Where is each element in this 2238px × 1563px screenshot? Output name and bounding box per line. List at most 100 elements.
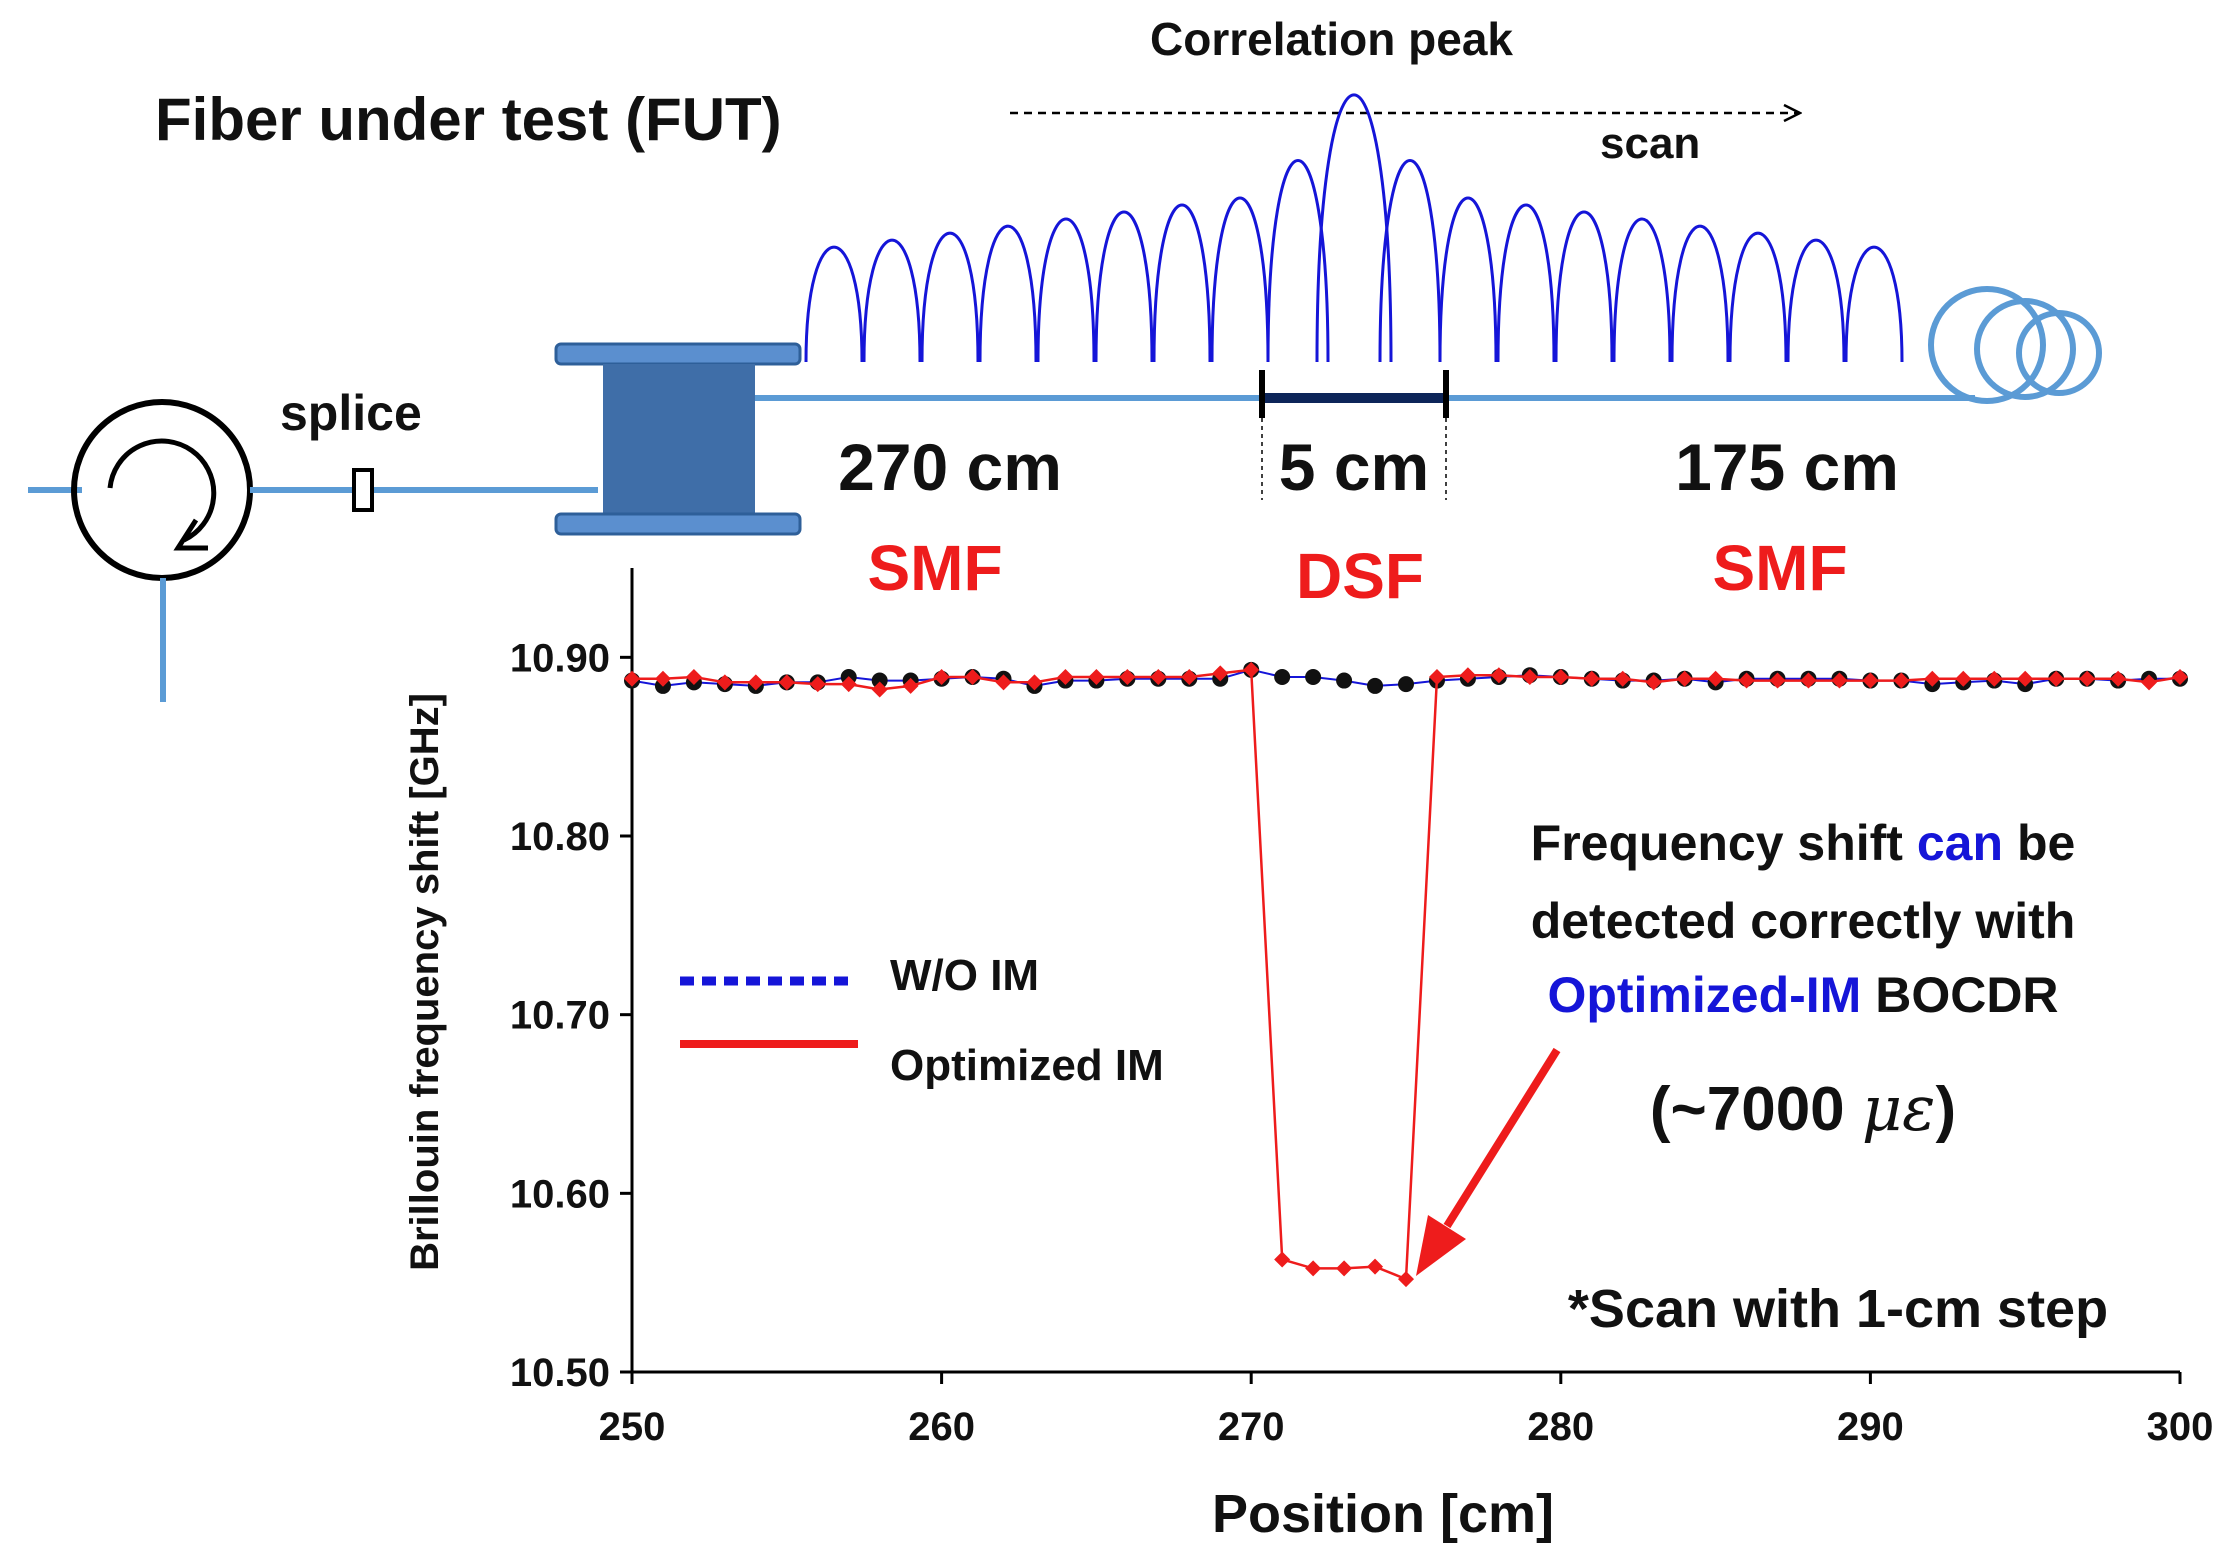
data-point-optimized-im <box>1274 1251 1291 1268</box>
segment-length-smf2: 175 cm <box>1675 430 1899 504</box>
data-point-optimized-im <box>1490 667 1507 684</box>
data-point-optimized-im <box>2172 668 2188 685</box>
reel-body <box>603 364 755 514</box>
fiber-coil-loop-3 <box>2016 310 2102 396</box>
annotation-line1: Frequency shift can be <box>1531 815 2076 871</box>
correlation-peak-label: Correlation peak <box>1150 13 1513 65</box>
annotation-bocdr: BOCDR <box>1875 967 2058 1023</box>
segment-length-dsf: 5 cm <box>1279 430 1429 504</box>
annotation-arrow <box>1443 1047 1561 1229</box>
data-point-optimized-im <box>1862 672 1879 689</box>
data-point-wo-im <box>871 672 888 689</box>
circulator-icon <box>71 399 253 581</box>
chart: 10.50 10.60 10.70 10.80 10.90 250 260 270 280 29… <box>403 568 2213 1544</box>
x-tick-label: 300 <box>2147 1405 2214 1449</box>
data-point-optimized-im <box>1057 668 1074 685</box>
data-point-optimized-im <box>1181 668 1198 685</box>
data-point-optimized-im <box>2110 670 2127 687</box>
annotation-strain: (~7000 με) <box>1650 1072 1956 1145</box>
data-point-optimized-im <box>1707 670 1724 687</box>
data-series <box>624 661 2188 1288</box>
scan-label: scan <box>1600 119 1700 168</box>
segment-type-smf1: SMF <box>867 532 1002 604</box>
fiber-coil-icon <box>1928 286 2046 404</box>
x-axis-label: Position [cm] <box>1212 1484 1554 1544</box>
correlation-peak <box>1670 224 1730 363</box>
segment-type-dsf: DSF <box>1296 540 1424 612</box>
data-point-optimized-im <box>1955 670 1972 687</box>
data-point-optimized-im <box>871 681 888 698</box>
x-tick-label: 290 <box>1837 1405 1904 1449</box>
data-point-optimized-im <box>1645 674 1662 691</box>
annotation-note: *Scan with 1-cm step <box>1568 1279 2108 1339</box>
data-point-optimized-im <box>1924 670 1941 687</box>
plot-frame <box>630 568 2180 1374</box>
data-point-optimized-im <box>964 668 981 685</box>
x-tick-label: 270 <box>1218 1405 1285 1449</box>
correlation-peak <box>920 231 980 363</box>
segment-length-smf1: 270 cm <box>838 430 1062 504</box>
data-point-optimized-im <box>2017 670 2034 687</box>
data-point-optimized-im <box>840 676 857 693</box>
legend: W/O IM Optimized IM <box>680 951 1164 1090</box>
data-point-optimized-im <box>778 674 795 691</box>
y-ticks: 10.50 10.60 10.70 10.80 10.90 <box>510 636 632 1395</box>
data-point-optimized-im <box>1459 667 1476 684</box>
y-tick-label: 10.90 <box>510 636 610 680</box>
annotation-strain-unit: με <box>1862 1072 1936 1145</box>
correlation-peak <box>1728 231 1788 363</box>
annotation-line2: detected correctly with <box>1531 893 2076 949</box>
data-point-optimized-im <box>1088 668 1105 685</box>
annotation-arrowhead-icon <box>1416 1215 1466 1276</box>
data-point-optimized-im <box>1831 672 1848 689</box>
splice-label: splice <box>280 385 422 441</box>
annotation-can: can <box>1917 815 2003 871</box>
data-point-optimized-im <box>1676 670 1693 687</box>
data-point-optimized-im <box>809 676 826 693</box>
legend-label-optimized-im: Optimized IM <box>890 1041 1164 1090</box>
diagram-title: Fiber under test (FUT) <box>155 86 782 153</box>
y-tick-label: 10.70 <box>510 994 610 1038</box>
data-point-optimized-im <box>1150 668 1167 685</box>
correlation-peaks <box>804 93 1904 363</box>
x-tick-label: 250 <box>599 1405 666 1449</box>
data-point-optimized-im <box>1521 668 1538 685</box>
reel-flange-top <box>554 342 802 366</box>
circulator-arrowhead-icon <box>173 518 208 551</box>
data-point-optimized-im <box>1428 668 1445 685</box>
correlation-peak <box>1554 210 1614 363</box>
correlation-peak <box>804 245 864 363</box>
data-point-optimized-im <box>902 677 919 694</box>
data-point-wo-im <box>1305 668 1322 685</box>
annotation-line3: Optimized-IM BOCDR <box>1547 967 2058 1023</box>
legend-label-wo-im: W/O IM <box>890 951 1039 1000</box>
data-point-optimized-im <box>933 668 950 685</box>
data-point-optimized-im <box>1769 672 1786 689</box>
correlation-peak <box>1152 203 1212 363</box>
data-point-optimized-im <box>1305 1260 1322 1277</box>
data-point-optimized-im <box>747 674 764 691</box>
splice-icon <box>352 468 374 512</box>
correlation-peak <box>862 238 922 363</box>
data-point-wo-im <box>1398 676 1414 693</box>
correlation-peak <box>1378 159 1442 363</box>
correlation-peak <box>1036 217 1096 363</box>
fiber-diagram: Fiber under test (FUT) Correlation peak … <box>28 13 2102 702</box>
x-tick-label: 280 <box>1527 1405 1594 1449</box>
data-point-optimized-im <box>2048 670 2065 687</box>
correlation-peak <box>1786 238 1846 363</box>
data-point-optimized-im <box>1552 668 1569 685</box>
data-point-optimized-im <box>1986 670 2003 687</box>
correlation-peak <box>978 224 1038 363</box>
data-point-optimized-im <box>716 674 733 691</box>
data-point-optimized-im <box>1398 1271 1414 1288</box>
reel-flange-bottom <box>554 512 802 536</box>
data-point-optimized-im <box>1212 665 1229 682</box>
data-point-optimized-im <box>1243 661 1260 678</box>
segment-type-smf2: SMF <box>1712 532 1847 604</box>
data-point-optimized-im <box>654 670 671 687</box>
correlation-peak <box>1844 245 1904 363</box>
annotation-strain-value: (~7000 <box>1650 1075 1845 1144</box>
data-point-optimized-im <box>1336 1260 1353 1277</box>
